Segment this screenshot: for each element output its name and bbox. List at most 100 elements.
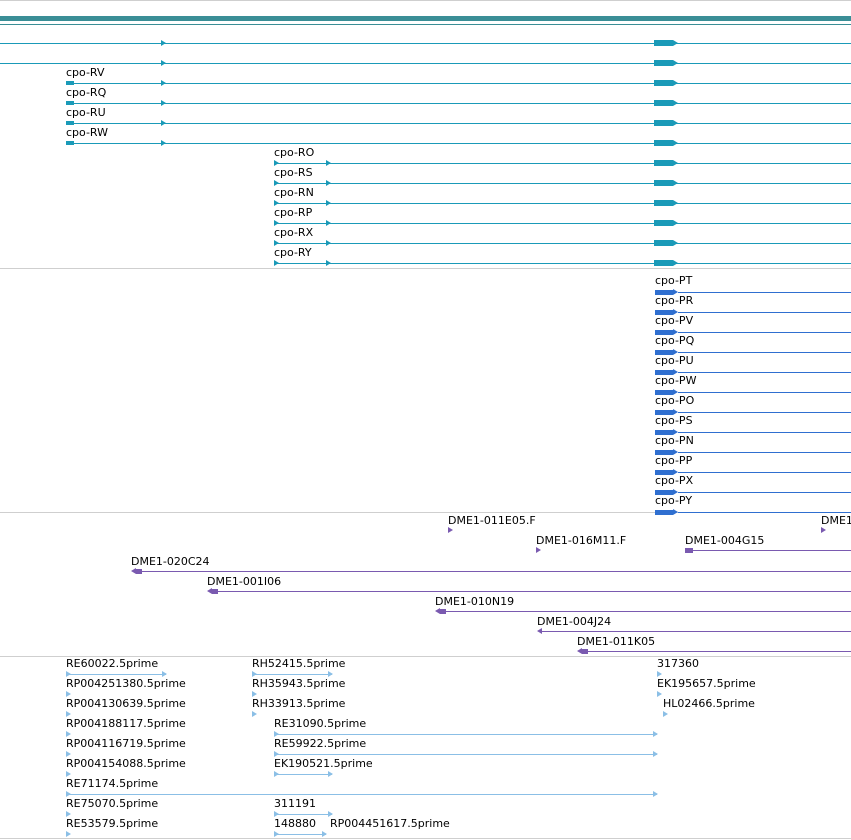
est-label[interactable]: RP004154088.5prime <box>66 757 186 770</box>
est-label[interactable]: RE31090.5prime <box>274 717 367 730</box>
est-label[interactable]: RP004116719.5prime <box>66 737 186 750</box>
protein-label[interactable]: cpo-PW <box>655 374 697 387</box>
protein-line <box>678 332 851 333</box>
clone-label[interactable]: DME1-016M11.F <box>536 534 627 547</box>
clone-line <box>212 591 851 592</box>
clone-label[interactable]: DME1-020C24 <box>131 555 210 568</box>
gene-model-line <box>274 243 851 244</box>
protein-cds <box>655 450 673 455</box>
clone-end-arrow <box>536 547 541 553</box>
est-arrow <box>274 811 279 817</box>
strand-arrow <box>673 429 678 435</box>
protein-label[interactable]: cpo-PO <box>655 394 695 407</box>
clone-end-arrow <box>131 568 136 574</box>
strand-arrow <box>326 220 331 226</box>
strand-arrow <box>274 160 279 166</box>
strand-arrow <box>673 469 678 475</box>
est-label[interactable]: 148880 <box>274 817 316 830</box>
protein-label[interactable]: cpo-PT <box>655 274 693 287</box>
est-label[interactable]: RE75070.5prime <box>66 797 159 810</box>
strand-arrow <box>673 449 678 455</box>
strand-arrow <box>673 100 678 106</box>
est-arrow <box>663 711 668 717</box>
protein-line <box>678 372 851 373</box>
clone-label[interactable]: DME1-010N19 <box>435 595 515 608</box>
strand-arrow <box>673 160 678 166</box>
protein-label[interactable]: cpo-PP <box>655 454 693 467</box>
est-label[interactable]: RP004188117.5prime <box>66 717 186 730</box>
protein-cds <box>655 490 673 495</box>
clone-label[interactable]: DME1-004G15 <box>685 534 765 547</box>
est-label[interactable]: EK195657.5prime <box>657 677 756 690</box>
track-separator <box>0 656 851 657</box>
gene-exon <box>654 260 673 266</box>
strand-arrow <box>161 140 166 146</box>
clone-label[interactable]: DME1-004J24 <box>537 615 612 628</box>
top-scale-line <box>0 24 851 25</box>
clone-end-arrow <box>821 527 826 533</box>
est-arrow <box>322 831 327 837</box>
est-label[interactable]: RP004451617.5prime <box>330 817 450 830</box>
gene-label[interactable]: cpo-RS <box>274 166 313 179</box>
est-label[interactable]: RH33913.5prime <box>252 697 346 710</box>
est-label[interactable]: RE59922.5prime <box>274 737 367 750</box>
clone-label[interactable]: DME1-001I06 <box>207 575 282 588</box>
clone-label[interactable]: DME1-011K05 <box>577 635 656 648</box>
protein-label[interactable]: cpo-PX <box>655 474 694 487</box>
clone-end-arrow <box>577 648 582 654</box>
strand-arrow <box>673 489 678 495</box>
est-label[interactable]: HL02466.5prime <box>663 697 755 710</box>
gene-exon <box>654 160 673 166</box>
strand-arrow <box>326 240 331 246</box>
protein-label[interactable]: cpo-PN <box>655 434 694 447</box>
clone-line <box>582 651 851 652</box>
est-arrow <box>66 751 71 757</box>
gene-exon <box>66 81 74 85</box>
strand-arrow <box>274 220 279 226</box>
gene-label[interactable]: cpo-RY <box>274 246 312 259</box>
strand-arrow <box>673 220 678 226</box>
est-line <box>274 834 326 835</box>
gene-exon <box>654 120 673 126</box>
protein-label[interactable]: cpo-PY <box>655 494 693 507</box>
est-label[interactable]: RP004130639.5prime <box>66 697 186 710</box>
protein-label[interactable]: cpo-PQ <box>655 334 695 347</box>
gene-label[interactable]: cpo-RO <box>274 146 315 159</box>
protein-label[interactable]: cpo-PV <box>655 314 694 327</box>
protein-cds <box>655 370 673 375</box>
est-arrow <box>328 811 333 817</box>
est-label[interactable]: RH52415.5prime <box>252 657 346 670</box>
est-label[interactable]: RE60022.5prime <box>66 657 159 670</box>
protein-label[interactable]: cpo-PR <box>655 294 694 307</box>
est-label[interactable]: 311191 <box>274 797 316 810</box>
gene-label[interactable]: cpo-RN <box>274 186 314 199</box>
est-label[interactable]: RP004251380.5prime <box>66 677 186 690</box>
protein-line <box>678 352 851 353</box>
gene-label[interactable]: cpo-RU <box>66 106 106 119</box>
gene-model-line <box>66 143 851 144</box>
est-label[interactable]: RE71174.5prime <box>66 777 159 790</box>
gene-label[interactable]: cpo-RV <box>66 66 105 79</box>
est-arrow <box>66 711 71 717</box>
strand-arrow <box>673 260 678 266</box>
strand-arrow <box>673 120 678 126</box>
clone-label[interactable]: DME1-011E05.F <box>448 514 536 527</box>
top-scale-bar <box>0 16 851 21</box>
est-label[interactable]: 317360 <box>657 657 699 670</box>
gene-exon <box>654 200 673 206</box>
gene-label[interactable]: cpo-RP <box>274 206 313 219</box>
protein-line <box>678 452 851 453</box>
est-label[interactable]: EK190521.5prime <box>274 757 373 770</box>
est-label[interactable]: RH35943.5prime <box>252 677 346 690</box>
est-label[interactable]: RE53579.5prime <box>66 817 159 830</box>
protein-label[interactable]: cpo-PU <box>655 354 694 367</box>
clone-end-arrow <box>448 527 453 533</box>
gene-label[interactable]: cpo-RX <box>274 226 314 239</box>
strand-arrow <box>673 389 678 395</box>
protein-label[interactable]: cpo-PS <box>655 414 693 427</box>
clone-line <box>542 631 851 632</box>
gene-label[interactable]: cpo-RW <box>66 126 109 139</box>
gene-model-line <box>274 163 851 164</box>
gene-label[interactable]: cpo-RQ <box>66 86 107 99</box>
clone-label[interactable]: DME1 <box>821 514 851 527</box>
